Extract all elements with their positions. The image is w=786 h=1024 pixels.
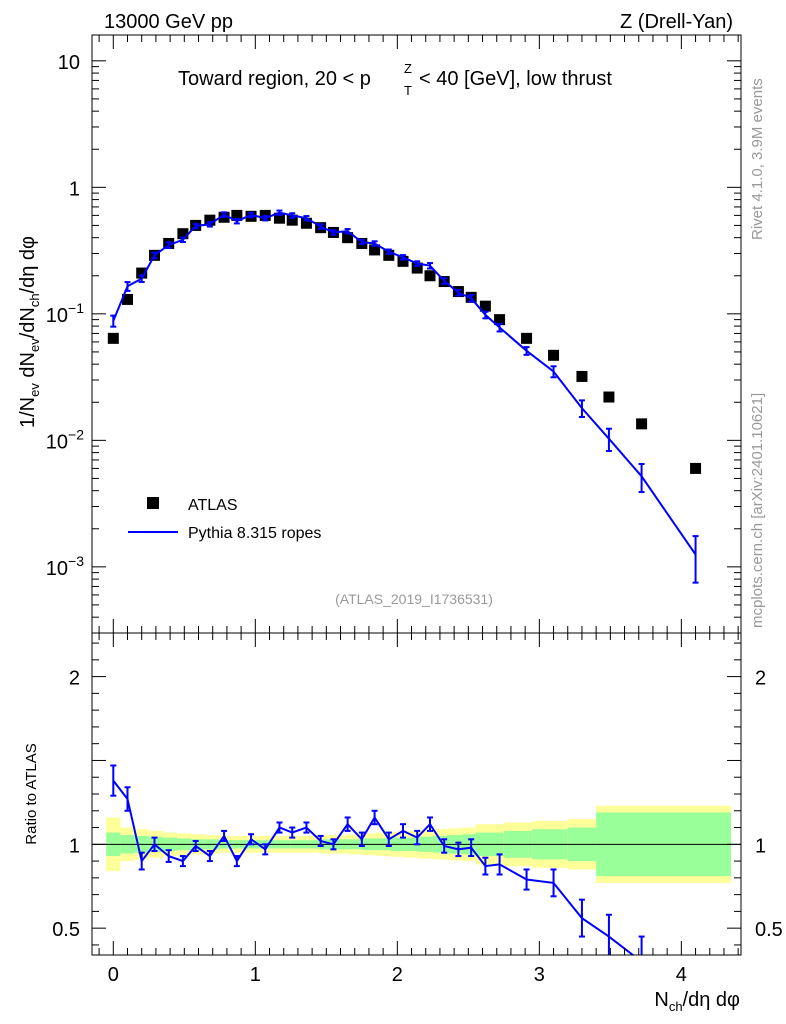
x-tick-label: 3 — [534, 964, 545, 986]
rivet-label: Rivet 4.1.0, 3.9M events — [749, 78, 766, 240]
atlas-data-point — [411, 262, 423, 274]
atlas-data-point — [383, 249, 395, 261]
ratio-y-tick-label: 1 — [69, 835, 80, 857]
ratio-panel: 0 1 2 3 4 0.5 0.5 1 1 2 2 Ratio to ATLAS — [23, 632, 783, 986]
ratio-ylabel: Ratio to ATLAS — [23, 743, 40, 844]
y-tick-label: 10−1 — [46, 300, 84, 327]
y-tick-label: 10−3 — [46, 553, 84, 580]
atlas-data-point — [576, 370, 588, 382]
y-tick-label: 10−2 — [46, 426, 84, 453]
atlas-data-point — [479, 300, 491, 312]
atlas-data-point — [273, 212, 285, 224]
atlas-data-point — [369, 244, 381, 256]
chart-title: Toward region, 20 < p — [178, 68, 371, 90]
main-frame — [91, 34, 742, 634]
ratio-frame — [91, 632, 742, 956]
atlas-data-point — [494, 314, 506, 326]
atlas-data-point — [342, 232, 354, 244]
x-tick-label: 4 — [676, 964, 687, 986]
ratio-mc-line — [112, 779, 635, 955]
ratio-y-tick-label-right: 2 — [755, 668, 766, 690]
chart-title-rest: < 40 [GeV], low thrust — [419, 68, 612, 90]
x-tick-label: 2 — [392, 964, 403, 986]
analysis-tag: (ATLAS_2019_I1736531) — [335, 591, 493, 607]
legend-marker-atlas — [147, 497, 159, 509]
atlas-data-point — [548, 349, 560, 361]
atlas-data-point — [300, 217, 312, 229]
mcplots-label: mcplots.cern.ch [arXiv:2401.10621] — [749, 393, 766, 628]
atlas-data-point — [204, 214, 216, 226]
header-right: Z (Drell-Yan) — [620, 11, 733, 33]
atlas-data-point — [136, 267, 148, 279]
atlas-data-point — [122, 293, 134, 305]
ratio-y-tick-label-right: 0.5 — [755, 919, 783, 941]
ratio-y-tick-label: 2 — [69, 668, 80, 690]
ratio-y-tick-label: 0.5 — [52, 919, 80, 941]
x-tick-label: 0 — [108, 964, 119, 986]
atlas-data-point — [521, 332, 533, 344]
atlas-data-point — [636, 418, 648, 430]
chart-title-sup: Z — [404, 61, 412, 76]
ratio-y-tick-label-right: 1 — [755, 835, 766, 857]
main-ylabel: 1/Nev dNev/dNch/dη dφ — [17, 236, 42, 428]
atlas-data-point — [603, 391, 615, 403]
chart-title-sub: T — [404, 83, 412, 98]
atlas-data-point — [424, 270, 436, 282]
y-tick-label: 1 — [69, 178, 80, 200]
atlas-data-point — [397, 255, 409, 267]
atlas-data-point — [177, 228, 189, 240]
atlas-data-point — [286, 214, 298, 226]
legend: ATLAS Pythia 8.315 ropes — [128, 497, 321, 542]
legend-label-atlas: ATLAS — [188, 497, 238, 514]
y-tick-label: 10 — [58, 52, 80, 74]
atlas-data-point — [231, 209, 243, 221]
header-left: 13000 GeV pp — [104, 11, 233, 33]
atlas-data-point — [107, 332, 119, 344]
legend-label-pythia: Pythia 8.315 ropes — [188, 525, 321, 542]
x-tick-label: 1 — [250, 964, 261, 986]
atlas-data-point — [690, 462, 702, 474]
xlabel: Nch/dη dφ — [654, 989, 740, 1014]
